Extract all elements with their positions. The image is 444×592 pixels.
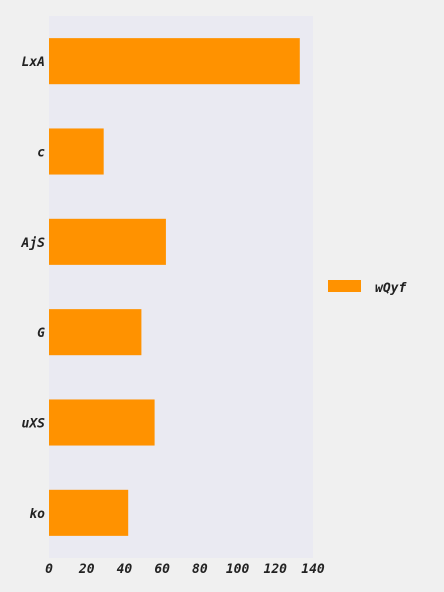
bar-G <box>49 309 142 356</box>
x-tick-label-60: 60 <box>154 562 170 577</box>
x-tick-labels: 0 20 40 60 80 100 120 140 <box>45 562 325 577</box>
x-tick-label-0: 0 <box>45 562 53 577</box>
bar-c <box>49 128 104 175</box>
bar-ko <box>49 489 129 536</box>
bar-AjS <box>49 218 166 265</box>
x-tick-label-20: 20 <box>78 562 95 577</box>
y-tick-label-c: c <box>37 146 45 161</box>
x-tick-label-120: 120 <box>264 562 288 577</box>
x-tick-label-140: 140 <box>301 562 325 577</box>
bar-LxA <box>49 38 300 85</box>
legend-label: wQyf <box>375 281 407 296</box>
x-tick-label-40: 40 <box>117 562 133 577</box>
bar-uXS <box>49 399 155 446</box>
y-tick-label-ko: ko <box>29 507 45 522</box>
legend: wQyf <box>328 280 407 296</box>
y-tick-label-G: G <box>37 326 45 341</box>
bars-layer <box>49 38 300 536</box>
plot-area <box>49 16 313 558</box>
y-tick-label-LxA: LxA <box>22 55 45 70</box>
legend-swatch <box>328 280 361 292</box>
y-tick-label-AjS: AjS <box>21 236 46 251</box>
y-tick-label-uXS: uXS <box>22 417 46 432</box>
x-tick-label-80: 80 <box>192 562 208 577</box>
x-tick-label-100: 100 <box>226 562 250 577</box>
